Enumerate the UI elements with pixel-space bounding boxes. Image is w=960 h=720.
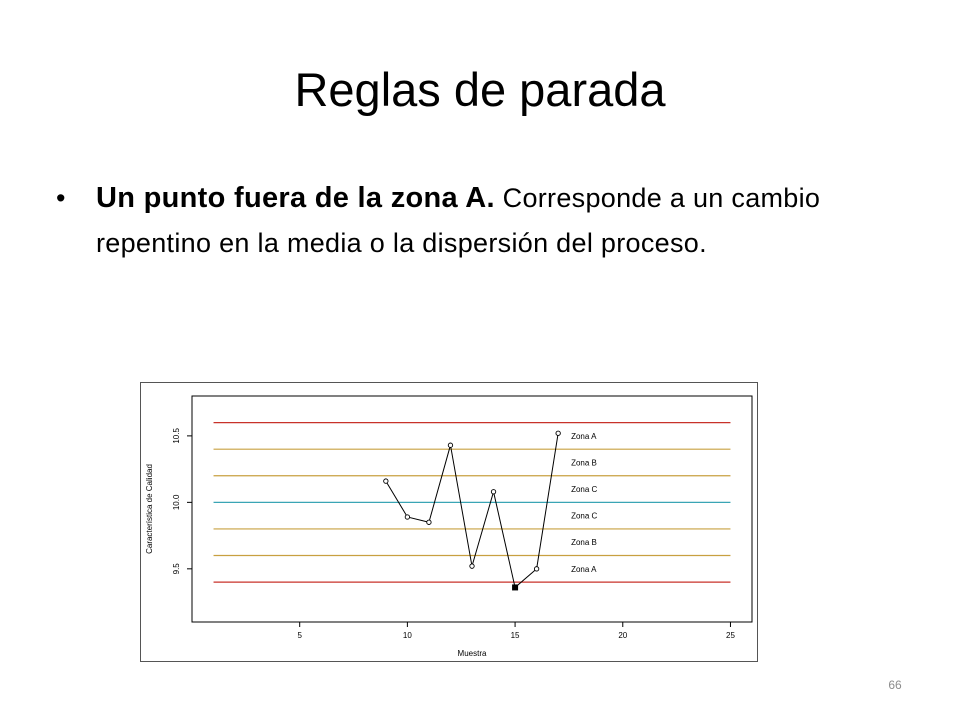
y-tick-label: 10.0	[172, 494, 181, 510]
x-tick-label: 20	[618, 631, 627, 640]
control-chart-svg: Zona A Zona B Zona C Zona C Zona B Zona A 5 10 1…	[140, 382, 758, 662]
bullet-strong-text: Un punto fuera de la zona A.	[96, 182, 495, 214]
y-tick-label: 9.5	[172, 563, 181, 575]
zone-label: Zona C	[571, 485, 597, 494]
data-point	[383, 478, 389, 484]
zone-label: Zona B	[571, 458, 597, 467]
x-tick-label: 10	[403, 631, 412, 640]
zone-label: Zona B	[571, 538, 597, 547]
bullet-text: Un punto fuera de la zona A. Corresponde…	[96, 176, 916, 266]
x-tick-label: 15	[511, 631, 520, 640]
y-tick-label: 10.5	[172, 428, 181, 444]
data-point	[469, 563, 475, 569]
y-axis-label: Característica de Calidad	[145, 464, 154, 554]
x-tick-label: 25	[726, 631, 735, 640]
chart-frame	[140, 382, 758, 662]
control-chart: Zona A Zona B Zona C Zona C Zona B Zona A 5 10 1…	[140, 382, 758, 662]
zone-label: Zona A	[571, 432, 597, 441]
x-tick-label: 5	[297, 631, 302, 640]
zone-label: Zona C	[571, 512, 597, 521]
slide-title: Reglas de parada	[294, 63, 666, 116]
data-point	[426, 519, 432, 525]
bullet-item: • Un punto fuera de la zona A. Correspon…	[56, 176, 916, 266]
data-point	[555, 430, 561, 436]
data-point	[490, 489, 497, 495]
zone-label: Zona A	[571, 565, 597, 574]
x-axis-label: Muestra	[458, 649, 487, 658]
page-number: 66	[888, 678, 902, 692]
bullet-dot-icon: •	[56, 183, 66, 213]
bullet-body-text: Corresponde a un cambio repentino en la …	[96, 183, 821, 258]
out-of-control-point	[512, 584, 519, 591]
data-point	[404, 514, 411, 520]
data-point	[447, 442, 454, 448]
data-point	[533, 566, 540, 572]
plot-area-border	[191, 395, 753, 623]
